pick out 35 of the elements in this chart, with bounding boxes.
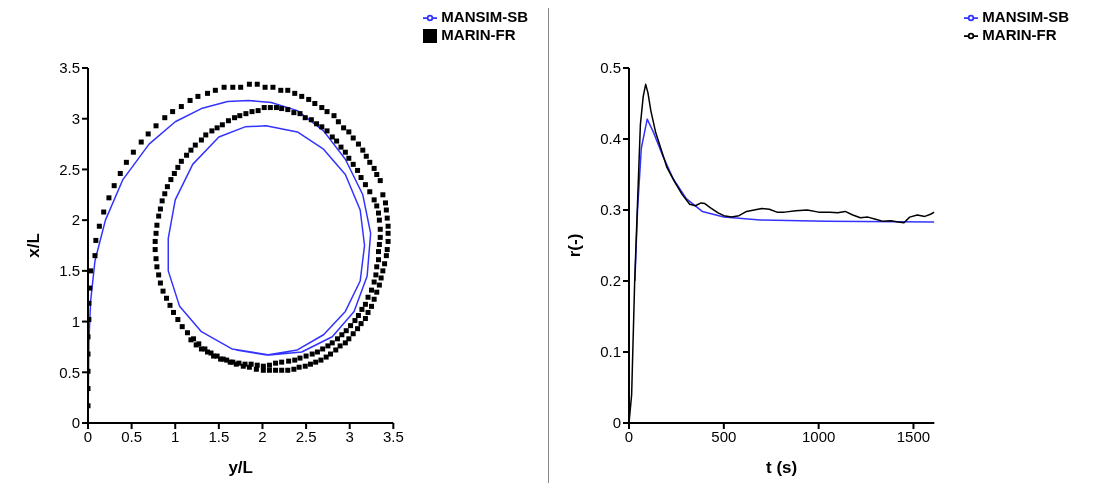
- y-axis-title: x/L: [24, 233, 44, 258]
- y-tick-label: 0.5: [600, 59, 621, 77]
- y-tick-label: 3.5: [59, 59, 80, 77]
- x-tick-label: 500: [711, 427, 737, 445]
- x-tick-label: 0: [83, 427, 93, 445]
- y-tick-label: 0.1: [600, 343, 621, 361]
- y-axis-title: r(-): [565, 233, 585, 258]
- x-tick-label: 2.5: [295, 427, 317, 445]
- legend-label: MARIN-FR: [441, 26, 516, 43]
- legend-label: MANSIM-SB: [441, 8, 528, 25]
- y-tick-label: 0: [71, 414, 80, 432]
- x-tick-label: 2: [258, 427, 267, 445]
- x-tick-label: 3.5: [382, 427, 404, 445]
- y-tick-label: 0.5: [59, 363, 80, 381]
- legend-label: MARIN-FR: [982, 26, 1057, 43]
- y-tick-label: 1: [71, 312, 80, 330]
- y-tick-label: 0.3: [600, 201, 621, 219]
- x-tick-label: 0.5: [121, 427, 143, 445]
- line-series: [634, 118, 935, 282]
- y-tick-label: 0.2: [600, 272, 621, 290]
- y-tick-label: 0.4: [600, 130, 621, 148]
- y-tick-label: 2: [71, 211, 80, 229]
- x-tick-label: 0: [624, 427, 634, 445]
- y-tick-label: 0: [612, 414, 621, 432]
- x-tick-label: 1.5: [208, 427, 230, 445]
- x-tick-label: 3: [345, 427, 354, 445]
- y-tick-label: 1.5: [59, 262, 80, 280]
- legend-label: MANSIM-SB: [982, 8, 1069, 25]
- y-tick-label: 3: [71, 110, 80, 128]
- x-axis-title: t (s): [766, 458, 798, 477]
- x-tick-label: 1500: [896, 427, 931, 445]
- x-tick-label: 1: [171, 427, 180, 445]
- x-tick-label: 1000: [801, 427, 836, 445]
- y-tick-label: 2.5: [59, 160, 80, 178]
- x-axis-title: y/L: [228, 458, 253, 477]
